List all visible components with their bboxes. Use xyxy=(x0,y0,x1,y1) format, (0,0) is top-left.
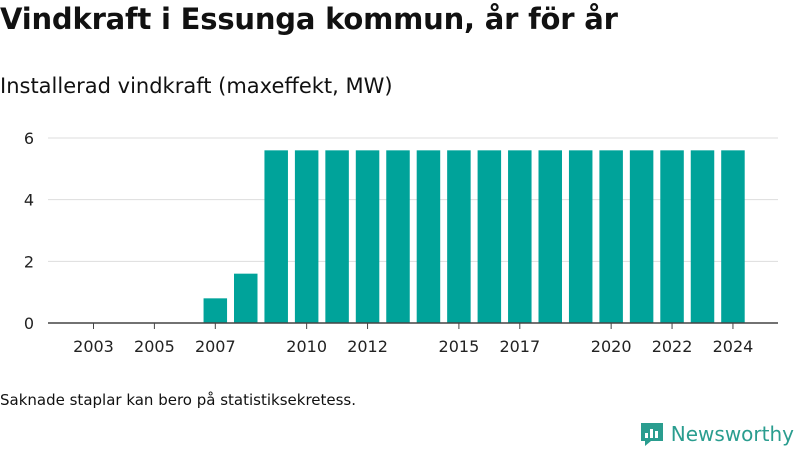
bar-2012 xyxy=(355,150,380,323)
y-tick-label: 4 xyxy=(24,191,34,210)
gridlines xyxy=(48,137,778,262)
x-tick-label: 2005 xyxy=(134,337,175,356)
newsworthy-logo-icon xyxy=(640,423,663,446)
x-tick-label: 2010 xyxy=(286,337,327,356)
y-tick-label: 6 xyxy=(24,129,34,148)
chart-subtitle: Installerad vindkraft (maxeffekt, MW) xyxy=(0,74,393,98)
bar-2022 xyxy=(660,150,684,323)
brand-logo: Newsworthy xyxy=(639,420,794,448)
bar-2017 xyxy=(508,150,532,323)
y-tick-label: 2 xyxy=(24,252,34,271)
bar-2016 xyxy=(477,150,502,323)
footnote: Saknade staplar kan bero på statistiksek… xyxy=(0,391,357,409)
bar-2019 xyxy=(568,150,593,323)
bar-2008 xyxy=(234,273,258,323)
x-tick-label: 2015 xyxy=(439,337,480,356)
bar-2013 xyxy=(386,150,410,323)
bar-2009 xyxy=(264,150,288,323)
bar-chart: 0 2 4 6 2003 2005 2007 2010 2012 2015 2017 2020 202… xyxy=(24,129,778,356)
x-tick-label: 2020 xyxy=(591,337,632,356)
bar-2007 xyxy=(203,298,228,323)
x-tick-label: 2017 xyxy=(499,337,540,356)
x-tick-label: 2007 xyxy=(195,337,236,356)
y-axis-ticks: 0 2 4 6 xyxy=(24,129,34,333)
x-tick-label: 2003 xyxy=(73,337,114,356)
bar-2024 xyxy=(721,150,745,323)
bar-2014 xyxy=(416,150,441,323)
x-tick-label: 2022 xyxy=(652,337,693,356)
bars xyxy=(203,150,745,323)
chart-title: Vindkraft i Essunga kommun, år för år xyxy=(0,2,618,36)
bar-2021 xyxy=(629,150,654,323)
brand-name: Newsworthy xyxy=(670,422,794,446)
x-axis-ticks: 2003 2005 2007 2010 2012 2015 2017 2020 2022 2024 xyxy=(73,323,753,356)
bar-2015 xyxy=(447,150,471,323)
bar-2011 xyxy=(325,150,349,323)
x-tick-label: 2024 xyxy=(713,337,754,356)
y-tick-label: 0 xyxy=(24,314,34,333)
x-tick-label: 2012 xyxy=(347,337,388,356)
bar-2010 xyxy=(294,150,319,323)
bar-2018 xyxy=(538,150,562,323)
bar-2020 xyxy=(599,150,623,323)
bar-2023 xyxy=(690,150,715,323)
